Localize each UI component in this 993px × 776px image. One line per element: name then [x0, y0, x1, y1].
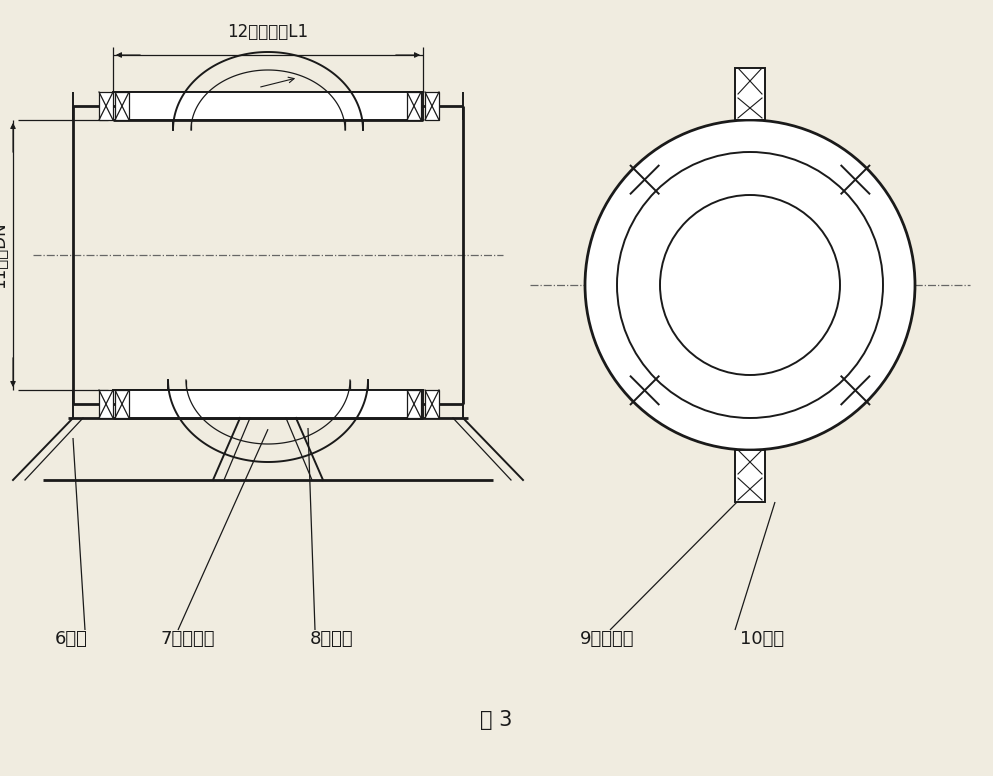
Bar — [425, 390, 439, 418]
Text: 12法兰间距L1: 12法兰间距L1 — [227, 23, 309, 41]
Circle shape — [660, 195, 840, 375]
Bar — [115, 92, 129, 120]
Bar — [99, 92, 113, 120]
Bar — [99, 390, 113, 418]
Circle shape — [617, 152, 883, 418]
Bar — [113, 390, 423, 418]
Text: 11管径DN: 11管径DN — [0, 222, 8, 289]
Text: 8法兰盘: 8法兰盘 — [310, 630, 354, 648]
Text: 7橡胶球体: 7橡胶球体 — [160, 630, 214, 648]
Circle shape — [585, 120, 915, 450]
Text: 6拉杆: 6拉杆 — [55, 630, 87, 648]
Bar — [407, 390, 421, 418]
Bar — [113, 92, 423, 120]
Bar — [407, 92, 421, 120]
Bar — [735, 450, 765, 502]
Bar — [735, 68, 765, 120]
Text: 9固定螺栓: 9固定螺栓 — [580, 630, 635, 648]
Text: 10角钢: 10角钢 — [740, 630, 784, 648]
Bar — [425, 92, 439, 120]
Text: 图 3: 图 3 — [480, 710, 512, 730]
Bar — [115, 390, 129, 418]
